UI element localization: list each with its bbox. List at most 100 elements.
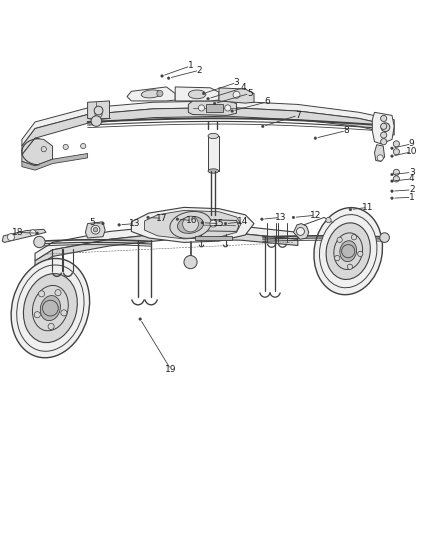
Circle shape bbox=[233, 91, 240, 98]
Ellipse shape bbox=[334, 233, 363, 270]
Circle shape bbox=[351, 235, 357, 240]
Ellipse shape bbox=[141, 90, 161, 98]
Polygon shape bbox=[22, 101, 394, 146]
Text: 19: 19 bbox=[165, 365, 177, 374]
Text: 4: 4 bbox=[409, 174, 414, 183]
Circle shape bbox=[41, 147, 46, 152]
Ellipse shape bbox=[326, 223, 371, 279]
Circle shape bbox=[55, 289, 61, 296]
Circle shape bbox=[381, 123, 390, 132]
Circle shape bbox=[30, 230, 36, 236]
Circle shape bbox=[393, 149, 399, 155]
Circle shape bbox=[391, 180, 393, 182]
Polygon shape bbox=[22, 108, 394, 155]
Circle shape bbox=[358, 251, 363, 256]
Polygon shape bbox=[293, 223, 309, 239]
Polygon shape bbox=[131, 207, 254, 243]
Circle shape bbox=[225, 105, 231, 111]
Text: 17: 17 bbox=[156, 214, 168, 223]
Circle shape bbox=[36, 232, 39, 235]
Ellipse shape bbox=[208, 221, 218, 227]
Ellipse shape bbox=[340, 241, 357, 262]
Polygon shape bbox=[206, 104, 223, 112]
Circle shape bbox=[210, 220, 217, 227]
Text: 7: 7 bbox=[295, 111, 301, 120]
Polygon shape bbox=[22, 138, 53, 166]
Polygon shape bbox=[145, 211, 241, 239]
Text: 18: 18 bbox=[12, 228, 23, 237]
Circle shape bbox=[391, 197, 393, 199]
Text: 5: 5 bbox=[247, 89, 253, 98]
Circle shape bbox=[314, 137, 317, 140]
Circle shape bbox=[347, 264, 353, 269]
Polygon shape bbox=[127, 87, 175, 101]
Circle shape bbox=[381, 123, 387, 130]
Circle shape bbox=[91, 225, 100, 234]
Circle shape bbox=[93, 228, 98, 232]
Circle shape bbox=[34, 236, 45, 248]
Text: 11: 11 bbox=[362, 203, 374, 212]
Ellipse shape bbox=[208, 169, 219, 173]
Circle shape bbox=[381, 115, 387, 122]
Circle shape bbox=[393, 169, 399, 175]
Ellipse shape bbox=[23, 273, 78, 343]
Polygon shape bbox=[188, 101, 237, 115]
Circle shape bbox=[326, 217, 331, 223]
Polygon shape bbox=[374, 145, 385, 161]
Polygon shape bbox=[88, 101, 110, 120]
Circle shape bbox=[381, 139, 387, 145]
Circle shape bbox=[102, 222, 104, 225]
Circle shape bbox=[118, 223, 120, 226]
Ellipse shape bbox=[170, 212, 211, 238]
Circle shape bbox=[261, 125, 264, 128]
Text: 13: 13 bbox=[275, 213, 286, 222]
Text: 5: 5 bbox=[89, 218, 95, 227]
Circle shape bbox=[213, 102, 216, 105]
Ellipse shape bbox=[177, 216, 204, 233]
Ellipse shape bbox=[32, 286, 68, 331]
Circle shape bbox=[292, 216, 295, 219]
Circle shape bbox=[81, 143, 86, 149]
Text: 16: 16 bbox=[186, 216, 198, 225]
Polygon shape bbox=[208, 136, 219, 171]
Polygon shape bbox=[195, 236, 232, 240]
Ellipse shape bbox=[17, 265, 84, 351]
Circle shape bbox=[377, 155, 383, 161]
Text: 10: 10 bbox=[406, 147, 417, 156]
Text: 2: 2 bbox=[409, 185, 414, 195]
Circle shape bbox=[91, 116, 102, 126]
Text: 14: 14 bbox=[237, 217, 249, 227]
Circle shape bbox=[380, 233, 389, 243]
Circle shape bbox=[61, 310, 67, 316]
Ellipse shape bbox=[11, 259, 90, 358]
Text: 4: 4 bbox=[240, 83, 246, 92]
Circle shape bbox=[391, 190, 393, 192]
Circle shape bbox=[391, 147, 393, 150]
Circle shape bbox=[198, 105, 205, 111]
Text: 13: 13 bbox=[129, 219, 141, 228]
Circle shape bbox=[337, 237, 343, 243]
Circle shape bbox=[201, 221, 204, 224]
Circle shape bbox=[224, 222, 227, 225]
Polygon shape bbox=[372, 112, 394, 144]
Circle shape bbox=[381, 132, 387, 138]
Circle shape bbox=[147, 216, 149, 219]
Text: 3: 3 bbox=[233, 78, 240, 87]
Circle shape bbox=[297, 228, 304, 236]
Polygon shape bbox=[186, 219, 239, 231]
Circle shape bbox=[157, 91, 163, 96]
Polygon shape bbox=[219, 88, 254, 103]
Circle shape bbox=[184, 255, 197, 269]
Circle shape bbox=[231, 110, 233, 112]
Polygon shape bbox=[85, 222, 105, 238]
Circle shape bbox=[176, 218, 179, 221]
Text: 3: 3 bbox=[409, 168, 415, 177]
Polygon shape bbox=[175, 87, 219, 101]
Text: 15: 15 bbox=[213, 219, 225, 228]
Circle shape bbox=[393, 141, 399, 147]
Circle shape bbox=[48, 324, 54, 329]
Text: 6: 6 bbox=[264, 98, 270, 106]
Polygon shape bbox=[22, 154, 88, 170]
Circle shape bbox=[207, 98, 209, 100]
Circle shape bbox=[335, 255, 340, 261]
